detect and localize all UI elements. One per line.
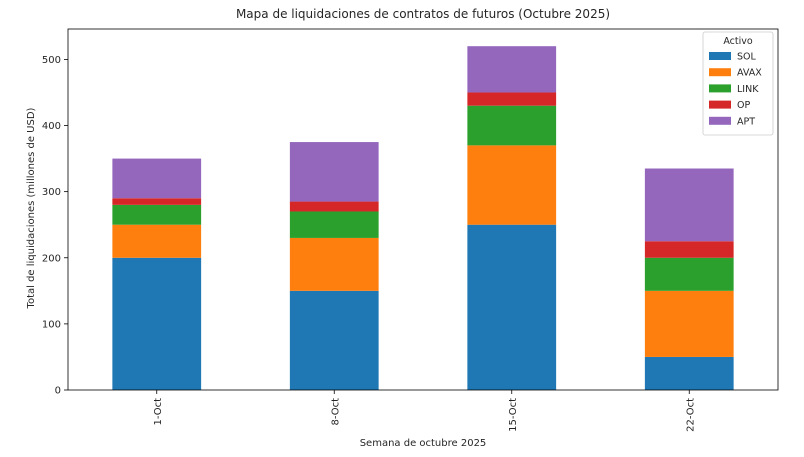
y-tick-label: 200 [42,253,61,264]
bar-apt-22-oct [644,168,734,242]
legend-label-sol: SOL [737,52,757,63]
bar-sol-1-oct [112,257,202,390]
bar-sol-8-oct [289,290,379,390]
legend-title: Activo [723,36,753,47]
legend: Activo SOL AVAX LINK OP APT [702,31,774,136]
legend-swatch-link [709,84,731,93]
bar-sol-15-oct [467,224,557,390]
bar-op-15-oct [467,92,557,106]
legend-swatch-apt [709,116,731,125]
legend-label-op: OP [737,100,750,111]
bar-op-22-oct [644,241,734,258]
y-tick-label: 300 [42,187,61,198]
bar-link-8-oct [289,211,379,238]
legend-label-apt: APT [737,116,755,127]
x-tick-label: 1-Oct [153,398,164,426]
legend-label-link: LINK [737,84,759,95]
bar-op-8-oct [289,201,379,212]
chart-title: Mapa de liquidaciones de contratos de fu… [236,7,610,21]
legend-swatch-op [709,100,731,109]
legend-swatch-avax [709,68,731,77]
bar-link-1-oct [112,204,202,225]
y-tick-label: 500 [42,55,61,66]
y-tick-label: 100 [42,319,61,330]
bar-apt-15-oct [467,46,557,93]
plot-frame [67,28,779,391]
bar-avax-8-oct [289,237,379,291]
bar-link-22-oct [644,257,734,291]
bar-avax-1-oct [112,224,202,258]
bar-apt-8-oct [289,142,379,202]
bar-avax-15-oct [467,145,557,225]
x-tick-label: 22-Oct [685,398,696,432]
x-axis-label: Semana de octubre 2025 [360,438,487,449]
x-tick-label: 15-Oct [508,398,519,432]
x-tick-label: 8-Oct [330,398,341,426]
bar-apt-1-oct [112,158,202,199]
y-axis-label: Total de liquidaciones (millones de USD) [26,107,37,309]
legend-label-avax: AVAX [737,68,762,79]
bars-layer [112,46,734,390]
bar-avax-22-oct [644,290,734,357]
bar-link-15-oct [467,105,557,146]
legend-swatch-sol [709,52,731,60]
axes-layer: 0 100 200 300 400 500 1-Oct 8-Oct 15-Oct 22-Oct [42,28,779,432]
y-tick-label: 400 [42,121,61,132]
y-tick-label: 0 [55,386,61,397]
bar-sol-22-oct [644,356,734,390]
bar-op-1-oct [112,198,202,205]
